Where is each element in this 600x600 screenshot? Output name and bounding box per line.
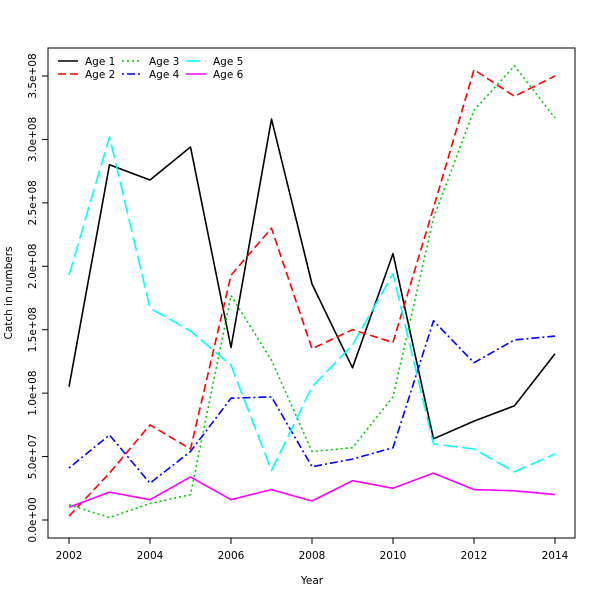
series-line-age-4 — [68, 319, 556, 485]
x-axis-label: Year — [300, 575, 324, 587]
series-line-age-3 — [68, 65, 556, 519]
y-tick-label: 3.5e+08 — [27, 53, 39, 98]
y-axis-label: Catch in numbers — [3, 246, 15, 339]
series-line-age-5 — [68, 136, 556, 473]
y-tick-label: 1.0e+08 — [27, 370, 39, 415]
y-tick-label: 1.5e+08 — [27, 307, 39, 352]
x-axis: 2002 2004 2006 2008 2010 2012 2014 — [56, 538, 569, 562]
x-tick-label: 2006 — [218, 550, 245, 562]
legend-label: Age 4 — [149, 69, 180, 81]
x-tick-label: 2014 — [542, 550, 569, 562]
series-line-age-1 — [68, 118, 556, 440]
legend-label: Age 1 — [85, 56, 115, 68]
x-tick-label: 2004 — [137, 550, 164, 562]
legend-label: Age 5 — [213, 56, 243, 68]
y-tick-label: 2.5e+08 — [27, 180, 39, 225]
y-axis: 0.0e+00 5.0e+07 1.0e+08 1.5e+08 2.0e+08 2.5e+… — [27, 53, 48, 543]
legend-label: Age 6 — [213, 69, 244, 81]
y-tick-label: 2.0e+08 — [27, 244, 39, 289]
series-layer — [68, 65, 556, 519]
series-line-age-2 — [68, 68, 556, 517]
y-tick-label: 3.0e+08 — [27, 117, 39, 162]
legend-label: Age 2 — [85, 69, 115, 81]
x-tick-label: 2010 — [380, 550, 407, 562]
legend-label: Age 3 — [149, 56, 179, 68]
y-tick-label: 5.0e+07 — [27, 434, 39, 479]
y-tick-label: 0.0e+00 — [27, 497, 39, 542]
x-tick-label: 2012 — [461, 550, 488, 562]
series-line-age-6 — [68, 472, 556, 509]
x-tick-label: 2002 — [56, 550, 83, 562]
x-tick-label: 2008 — [299, 550, 326, 562]
